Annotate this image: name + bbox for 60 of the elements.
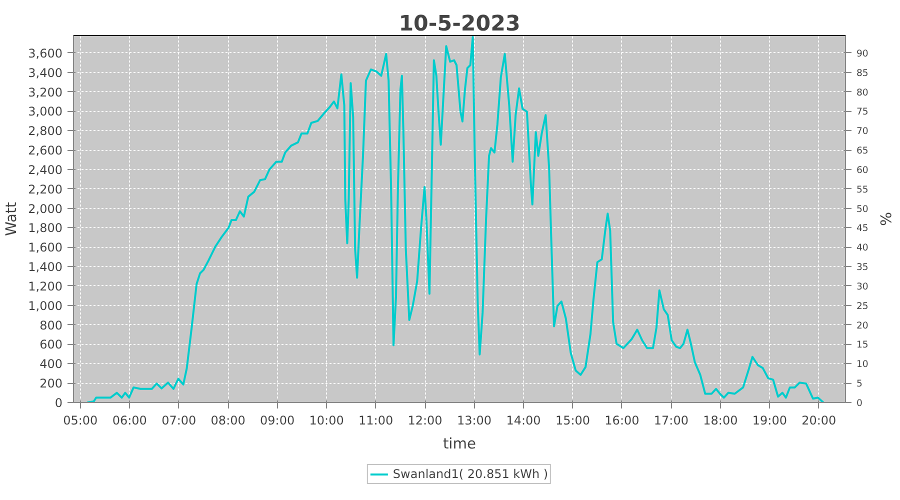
y-tick-label: 3,000 <box>28 104 63 119</box>
x-tick-label: 18:00 <box>703 414 738 428</box>
x-tick-label: 08:00 <box>210 414 246 428</box>
x-tick-label: 12:00 <box>408 414 442 428</box>
y-axis-title: Watt <box>3 202 20 236</box>
x-tick-label: 17:00 <box>654 414 689 428</box>
y2-tick-label: 45 <box>856 223 868 234</box>
y-tick-label: 1,000 <box>28 298 63 313</box>
y-tick-label: 2,400 <box>28 162 63 177</box>
x-tick-label: 13:00 <box>456 414 492 428</box>
line-series <box>86 36 824 402</box>
x-tick-label: 14:00 <box>506 414 541 428</box>
x-tick-label: 10:00 <box>309 414 344 428</box>
y2-tick-label: 55 <box>856 184 868 196</box>
chart-title: 10-5-2023 <box>398 12 520 36</box>
y-tick-label: 3,400 <box>28 66 63 80</box>
y2-tick-label: 35 <box>856 262 868 274</box>
x-tick-label: 09:00 <box>260 414 295 428</box>
y2-tick-label: 10 <box>856 359 868 370</box>
y2-tick-label: 85 <box>856 68 868 79</box>
y2-tick-label: 60 <box>856 164 868 176</box>
y-tick-label: 2,800 <box>28 124 63 138</box>
x-axis-title: time <box>442 436 476 452</box>
x-tick-label: 15:00 <box>555 414 590 428</box>
y-tick-label: 3,600 <box>28 46 63 60</box>
y-tick-label: 2,600 <box>28 144 63 158</box>
x-tick-label: 05:00 <box>63 414 98 428</box>
y2-tick-label: 50 <box>856 204 868 215</box>
x-tick-label: 07:00 <box>162 414 196 428</box>
y2-tick-label: 20 <box>856 320 868 332</box>
y2-tick-label: 25 <box>856 300 868 312</box>
x-tick-label: 11:00 <box>358 414 394 428</box>
y2-axis-title: % <box>876 212 894 226</box>
y-tick-label: 2,000 <box>28 202 63 216</box>
y-tick-label: 3,200 <box>28 85 63 100</box>
y-tick-label: 1,400 <box>28 260 63 274</box>
y-tick-label: 800 <box>40 318 62 332</box>
y2-tick-label: 0 <box>856 398 862 409</box>
y-tick-label: 400 <box>40 357 62 372</box>
y2-tick-label: 15 <box>856 340 868 351</box>
legend-label: Swanland1( 20.851 kWh ) <box>392 467 548 481</box>
x-tick-label: 20:00 <box>802 414 836 428</box>
y2-tick-label: 70 <box>856 126 868 138</box>
y-tick-label: 200 <box>40 376 62 391</box>
y-tick-label: 1,200 <box>28 279 63 294</box>
x-tick-label: 16:00 <box>604 414 640 428</box>
x-tick-label: 06:00 <box>112 414 147 428</box>
y2-tick-label: 5 <box>856 378 862 390</box>
y-tick-label: 0 <box>54 396 63 410</box>
y2-tick-label: 80 <box>856 87 868 98</box>
y-tick-label: 1,800 <box>28 221 63 236</box>
y2-tick-label: 75 <box>856 106 868 118</box>
y2-tick-label: 90 <box>856 48 868 60</box>
y-tick-label: 1,600 <box>28 240 63 255</box>
y2-tick-label: 65 <box>856 146 868 157</box>
y-tick-label: 2,200 <box>28 182 63 196</box>
y-tick-label: 600 <box>40 338 62 352</box>
x-tick-label: 19:00 <box>752 414 787 428</box>
y2-tick-label: 40 <box>856 242 868 254</box>
y2-tick-label: 30 <box>856 281 868 292</box>
